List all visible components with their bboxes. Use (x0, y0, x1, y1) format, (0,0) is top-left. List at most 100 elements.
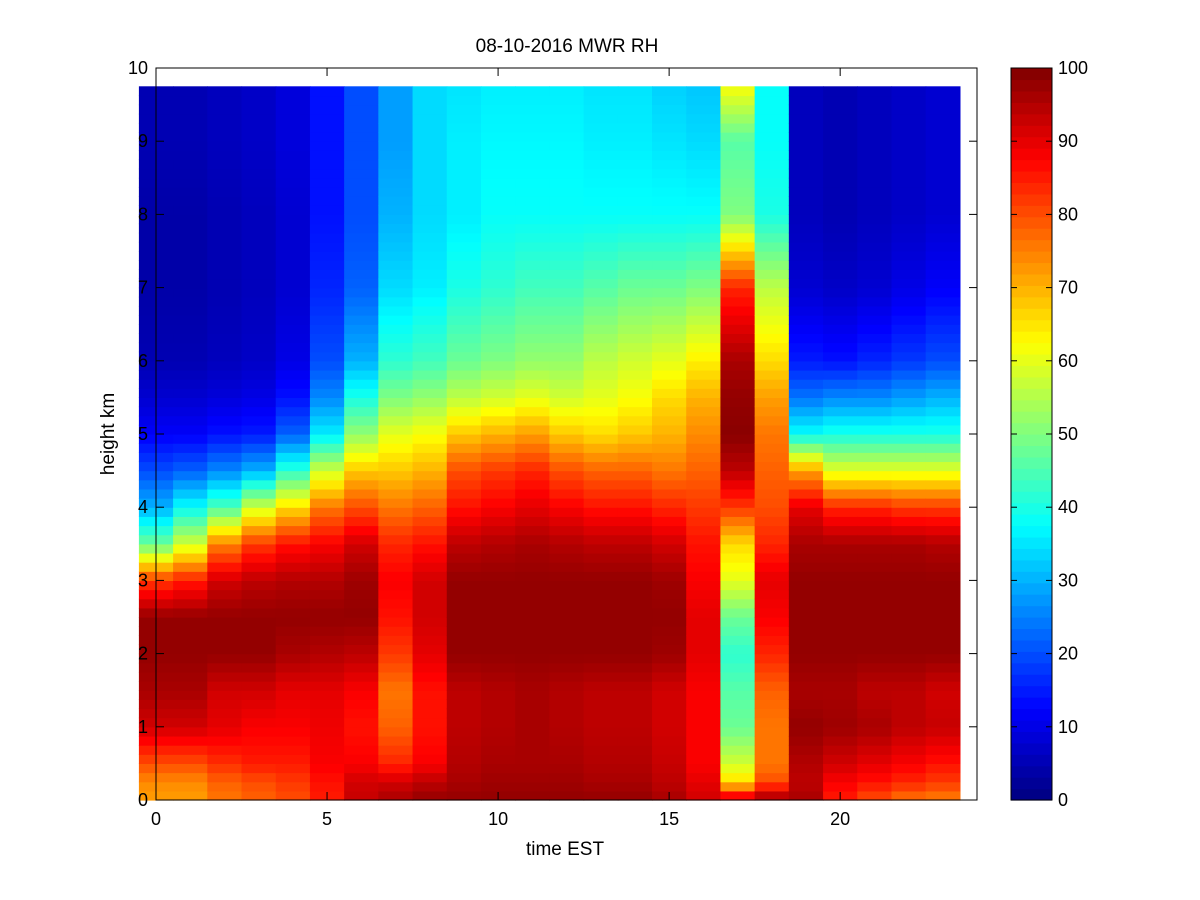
heatmap-cell (241, 132, 277, 142)
colorbar-tick-label: 50 (1058, 424, 1078, 444)
heatmap-cell (583, 251, 619, 261)
heatmap-cell (378, 315, 414, 325)
heatmap-cell (720, 132, 756, 142)
heatmap-cell (480, 324, 516, 334)
heatmap-cell (823, 232, 858, 243)
heatmap-cell (446, 479, 482, 490)
heatmap-cell (344, 150, 379, 161)
heatmap-cell (515, 488, 550, 499)
heatmap-cell (925, 443, 961, 453)
heatmap-cell (754, 607, 790, 618)
heatmap-cell (652, 223, 687, 234)
colorbar-segment (1011, 376, 1052, 389)
heatmap-cell (344, 607, 379, 618)
heatmap-cell (617, 287, 653, 298)
heatmap-cell (925, 104, 961, 115)
heatmap-cell (549, 287, 585, 298)
heatmap-cell (617, 580, 653, 591)
colorbar-segment (1011, 491, 1052, 504)
heatmap-cell (549, 498, 585, 508)
heatmap-cell (754, 754, 790, 764)
heatmap-cell (823, 196, 858, 206)
heatmap-cell (823, 296, 858, 307)
heatmap-cell (207, 104, 243, 115)
heatmap-cell (823, 681, 858, 691)
heatmap-cell (788, 360, 824, 371)
heatmap-cell (754, 498, 790, 508)
heatmap-cell (207, 735, 243, 746)
heatmap-cell (823, 159, 858, 170)
heatmap-cell (173, 552, 208, 563)
heatmap-cell (207, 333, 243, 344)
heatmap-cell (549, 296, 585, 307)
heatmap-cell (446, 232, 482, 243)
heatmap-cell (788, 708, 824, 719)
heatmap-cell (583, 635, 619, 646)
heatmap-cell (275, 360, 311, 371)
heatmap-cell (207, 470, 243, 481)
heatmap-cell (686, 763, 722, 774)
heatmap-cell (207, 681, 243, 691)
heatmap-cell (720, 671, 756, 682)
heatmap-cell (788, 745, 824, 755)
heatmap-cell (652, 132, 687, 142)
heatmap-cell (686, 397, 722, 408)
heatmap-cell (378, 305, 414, 316)
heatmap-cell (720, 626, 756, 636)
heatmap-cell (617, 443, 653, 453)
heatmap-cell (344, 333, 379, 344)
heatmap-cell (720, 241, 756, 252)
heatmap-cell (686, 726, 722, 737)
heatmap-cell (583, 95, 619, 106)
heatmap-cell (412, 534, 448, 545)
heatmap-cell (515, 717, 550, 728)
heatmap-cell (446, 735, 482, 746)
heatmap-cell (515, 406, 550, 417)
heatmap-cell (686, 351, 722, 362)
heatmap-cell (617, 104, 653, 115)
heatmap-cell (515, 388, 550, 398)
heatmap-cell (344, 571, 379, 581)
heatmap-cell (173, 305, 208, 316)
heatmap-cell (446, 470, 482, 481)
colorbar-segment (1011, 617, 1052, 630)
heatmap-cell (515, 735, 550, 746)
heatmap-cell (652, 552, 687, 563)
heatmap-cell (549, 443, 585, 453)
heatmap-cell (241, 278, 277, 289)
heatmap-cell (446, 671, 482, 682)
heatmap-cell (788, 86, 824, 97)
heatmap-cell (720, 781, 756, 792)
heatmap-cell (275, 351, 311, 362)
heatmap-cell (754, 635, 790, 646)
heatmap-cell (207, 214, 243, 225)
heatmap-cell (788, 552, 824, 563)
heatmap-cell (173, 241, 208, 252)
heatmap-cell (173, 488, 208, 499)
colorbar-segment (1011, 674, 1052, 687)
heatmap-cell (207, 781, 243, 792)
heatmap-cell (652, 369, 687, 380)
heatmap-cell (583, 406, 619, 417)
heatmap-cell (207, 223, 243, 234)
heatmap-cell (515, 626, 550, 636)
heatmap-cell (344, 598, 379, 609)
heatmap-cell (241, 205, 277, 215)
heatmap-cell (275, 754, 311, 764)
heatmap-cell (275, 296, 311, 307)
heatmap-cell (378, 113, 414, 124)
heatmap-cell (446, 168, 482, 179)
heatmap-cell (207, 552, 243, 563)
heatmap-cell (925, 708, 961, 719)
heatmap-cell (720, 223, 756, 234)
heatmap-cell (412, 617, 448, 627)
heatmap-cell (652, 296, 687, 307)
heatmap-cell (275, 113, 311, 124)
heatmap-cell (309, 653, 345, 664)
heatmap-cell (686, 754, 722, 764)
heatmap-cell (241, 150, 277, 161)
heatmap-cell (583, 269, 619, 280)
heatmap-cell (686, 406, 722, 417)
heatmap-cell (652, 479, 687, 490)
heatmap-cell (207, 232, 243, 243)
